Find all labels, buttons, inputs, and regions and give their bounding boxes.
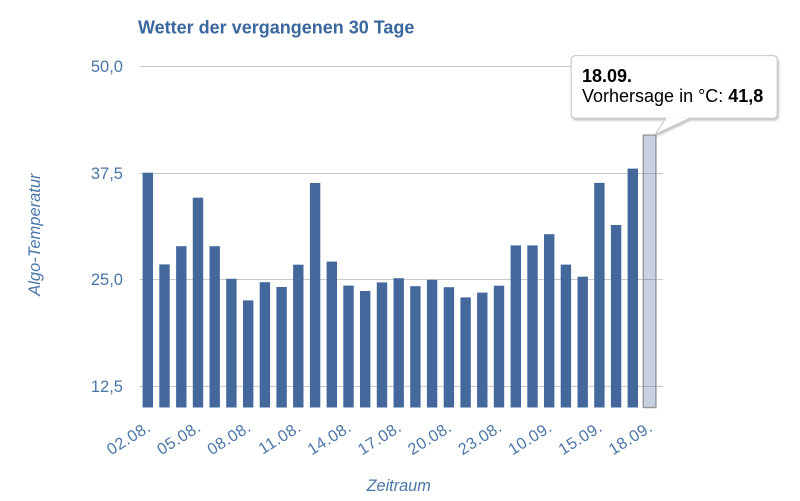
svg-text:18.09.: 18.09. [582, 66, 632, 86]
svg-text:50,0: 50,0 [91, 58, 123, 76]
svg-text:Algo-Temperatur: Algo-Temperatur [26, 172, 44, 297]
svg-text:12,5: 12,5 [91, 378, 123, 396]
svg-text:25,0: 25,0 [91, 271, 123, 289]
svg-text:Wetter der vergangenen 30 Tage: Wetter der vergangenen 30 Tage [138, 18, 414, 38]
svg-text:37,5: 37,5 [91, 165, 123, 183]
svg-text:Vorhersage in °C: 41,8: Vorhersage in °C: 41,8 [582, 86, 763, 106]
svg-text:Zeitraum: Zeitraum [366, 477, 431, 495]
